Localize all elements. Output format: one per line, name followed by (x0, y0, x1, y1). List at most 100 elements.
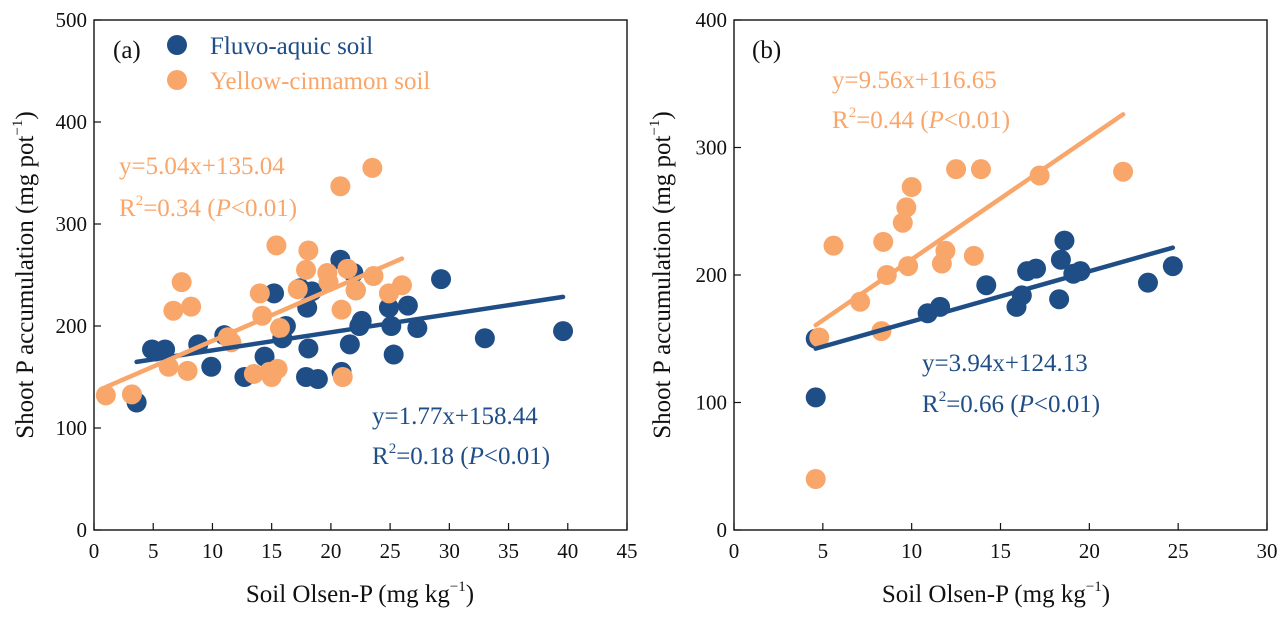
y-label-sup: −1 (10, 120, 26, 136)
yellow-cinnamon-soil-point (337, 258, 358, 279)
x-tick-label: 40 (557, 539, 578, 563)
p-symbol: P (468, 443, 484, 470)
panel-a-fluvo-equation: y=1.77x+158.44 (372, 403, 538, 430)
fluvo-aquic-soil-point (1026, 258, 1047, 279)
y-tick-label: 200 (696, 263, 728, 287)
panel-b-fluvo-r2: R2=0.66 (P<0.01) (922, 389, 1100, 418)
r2-mid: =0.66 ( (946, 391, 1018, 418)
p-symbol: P (928, 107, 944, 134)
yellow-cinnamon-soil-point (287, 279, 308, 300)
x-tick-label: 5 (148, 539, 159, 563)
x-label-text: Soil Olsen-P (mg kg (246, 581, 450, 608)
y-label-end: ) (649, 111, 676, 119)
x-label-sup: −1 (450, 579, 466, 595)
x-tick-label: 0 (729, 539, 740, 563)
fluvo-aquic-soil-point (201, 356, 222, 377)
panel-b-x-ticks: 0 5 10 15 20 25 30 (729, 523, 1278, 563)
panel-a-yellow-r2: R2=0.34 (P<0.01) (119, 193, 297, 222)
yellow-cinnamon-soil-point (298, 240, 319, 261)
legend-label-fluvo: Fluvo-aquic soil (210, 33, 373, 60)
fluvo-aquic-soil-fit-line (134, 294, 566, 365)
x-label-sup: −1 (1086, 579, 1102, 595)
fluvo-aquic-soil-point (155, 339, 176, 360)
r2-prefix: R (119, 195, 136, 222)
yellow-cinnamon-soil-point (873, 231, 894, 252)
x-label-end: ) (466, 581, 474, 608)
p-rest: <0.01) (944, 107, 1010, 134)
r2-sup: 2 (939, 389, 947, 405)
p-symbol: P (215, 195, 231, 222)
r2-prefix: R (922, 391, 939, 418)
y-tick-label: 400 (56, 110, 88, 134)
fluvo-aquic-soil-point (1049, 289, 1070, 310)
r2-mid: =0.18 ( (396, 443, 468, 470)
fluvo-aquic-soil-point (805, 387, 826, 408)
x-tick-label: 10 (202, 539, 223, 563)
yellow-cinnamon-soil-point (266, 235, 287, 256)
fluvo-aquic-soil-point (339, 334, 360, 355)
r2-mid: =0.44 ( (856, 107, 928, 134)
panel-b-fluvo-equation: y=3.94x+124.13 (922, 350, 1088, 377)
yellow-cinnamon-soil-point (892, 212, 913, 233)
p-rest: <0.01) (484, 443, 550, 470)
yellow-cinnamon-soil-fit-line (813, 112, 1126, 328)
yellow-cinnamon-soil-point (362, 157, 383, 178)
yellow-cinnamon-soil-point (963, 245, 984, 266)
y-label-end: ) (12, 111, 39, 119)
y-tick-label: 200 (56, 314, 88, 338)
yellow-cinnamon-soil-point (896, 197, 917, 218)
fluvo-aquic-soil-point (397, 295, 418, 316)
y-tick-label: 100 (56, 416, 88, 440)
panel-a-y-axis-label: Shoot P accumulation (mg pot−1) (10, 111, 39, 439)
fluvo-aquic-soil-point (254, 346, 275, 367)
yellow-cinnamon-soil-point (181, 296, 202, 317)
panel-a-points (95, 157, 574, 413)
yellow-cinnamon-soil-point (330, 176, 351, 197)
panel-a-fit-lines (103, 256, 566, 390)
x-tick-label: 25 (1168, 539, 1189, 563)
x-tick-label: 0 (89, 539, 100, 563)
panel-b-yellow-r2: R2=0.44 (P<0.01) (832, 105, 1010, 134)
yellow-cinnamon-soil-point (332, 367, 353, 387)
r2-mid: =0.34 ( (143, 195, 215, 222)
p-rest: <0.01) (231, 195, 297, 222)
x-tick-label: 10 (901, 539, 922, 563)
r2-prefix: R (372, 443, 389, 470)
fluvo-aquic-soil-point (474, 328, 495, 349)
yellow-cinnamon-soil-point (177, 360, 198, 381)
y-tick-label: 300 (56, 212, 88, 236)
y-tick-label: 500 (56, 8, 88, 32)
fluvo-aquic-soil-point (378, 297, 399, 318)
panel-a-y-ticks: 0 100 200 300 400 500 (56, 8, 101, 542)
fluvo-aquic-soil-point (1137, 272, 1158, 293)
yellow-cinnamon-soil-point (970, 159, 991, 180)
yellow-cinnamon-soil-point (163, 300, 184, 321)
x-tick-label: 15 (261, 539, 282, 563)
yellow-cinnamon-soil-point (345, 280, 366, 301)
fluvo-aquic-soil-point (264, 283, 285, 304)
y-tick-label: 300 (696, 136, 728, 160)
fluvo-aquic-soil-point (307, 369, 328, 390)
yellow-cinnamon-soil-point (805, 469, 826, 489)
x-tick-label: 45 (617, 539, 638, 563)
yellow-cinnamon-soil-point (901, 177, 922, 198)
panel-a-frame (93, 19, 628, 531)
panel-b-y-axis-label: Shoot P accumulation (mg pot−1) (647, 111, 676, 439)
fluvo-aquic-soil-point (431, 269, 452, 290)
panel-a-x-ticks: 0 5 10 15 20 25 30 35 40 45 (89, 523, 638, 563)
x-tick-label: 20 (1079, 539, 1100, 563)
yellow-cinnamon-soil-fit-line (103, 256, 405, 390)
legend-label-yellow: Yellow-cinnamon soil (210, 68, 430, 95)
fluvo-aquic-soil-point (1050, 249, 1071, 270)
y-label-text: Shoot P accumulation (mg pot (12, 135, 39, 438)
y-tick-label: 400 (696, 8, 728, 32)
yellow-cinnamon-soil-point (1113, 161, 1134, 182)
y-label-text: Shoot P accumulation (mg pot (649, 135, 676, 438)
yellow-cinnamon-soil-point (935, 240, 956, 261)
fluvo-aquic-soil-point (553, 321, 574, 342)
yellow-cinnamon-soil-point (249, 283, 270, 304)
x-tick-label: 30 (1257, 539, 1278, 563)
y-tick-label: 0 (717, 518, 728, 542)
fluvo-aquic-soil-point (298, 338, 319, 359)
